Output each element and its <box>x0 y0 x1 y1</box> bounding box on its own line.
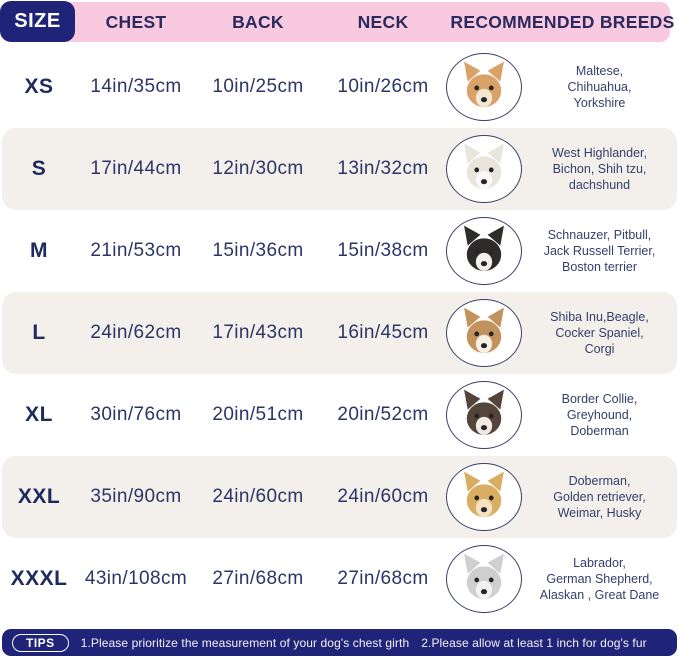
breed-list: West Highlander, Bichon, Shih tzu, dachs… <box>552 145 647 193</box>
size-header-chip: SIZE <box>0 1 75 42</box>
dog-illustration-icon <box>464 61 504 107</box>
dog-illustration-icon <box>464 553 504 599</box>
tip-1: 1.Please prioritize the measurement of y… <box>80 635 410 650</box>
boston-terrier-photo <box>446 217 522 285</box>
back-value: 27in/68cm <box>212 568 304 589</box>
chest-value: 24in/62cm <box>90 322 182 343</box>
dog-illustration-icon <box>464 307 504 353</box>
neck-value: 24in/60cm <box>337 486 429 507</box>
table-row-m: M 21in/53cm 15in/36cm 15in/38cm Schnauze… <box>2 210 677 292</box>
header-back: BACK <box>232 11 284 32</box>
back-value: 24in/60cm <box>212 486 304 507</box>
table-row-l: L 24in/62cm 17in/43cm 16in/45cm Shiba In… <box>2 292 677 374</box>
beagle-photo <box>446 299 522 367</box>
table-row-s: S 17in/44cm 12in/30cm 13in/32cm West Hig… <box>2 128 677 210</box>
breed-list: Maltese, Chihuahua, Yorkshire <box>567 63 632 111</box>
size-label: XS <box>24 75 54 98</box>
bichon-photo <box>446 135 522 203</box>
breed-list: Border Collie, Greyhound, Doberman <box>561 391 638 439</box>
chest-value: 30in/76cm <box>90 404 182 425</box>
dog-illustration-icon <box>464 143 504 189</box>
breed-list: Doberman, Golden retriever, Weimar, Husk… <box>553 473 646 521</box>
back-value: 12in/30cm <box>212 158 304 179</box>
chest-value: 35in/90cm <box>90 486 182 507</box>
golden-retriever-photo <box>446 463 522 531</box>
breed-list: Shiba Inu,Beagle, Cocker Spaniel, Corgi <box>550 309 649 357</box>
table-header: CHEST BACK NECK RECOMMENDED BREEDS SIZE <box>0 0 679 44</box>
great-dane-photo <box>446 545 522 613</box>
size-label: M <box>30 239 48 262</box>
chest-value: 17in/44cm <box>90 158 182 179</box>
neck-value: 16in/45cm <box>337 322 429 343</box>
chest-value: 14in/35cm <box>90 76 182 97</box>
table-row-xl: XL 30in/76cm 20in/51cm 20in/52cm Border … <box>2 374 677 456</box>
size-table: XS 14in/35cm 10in/25cm 10in/26cm Maltese… <box>0 46 679 620</box>
back-value: 15in/36cm <box>212 240 304 261</box>
table-row-xxl: XXL 35in/90cm 24in/60cm 24in/60cm Doberm… <box>2 456 677 538</box>
header-neck: NECK <box>357 11 409 32</box>
neck-value: 10in/26cm <box>337 76 429 97</box>
border-collie-photo <box>446 381 522 449</box>
neck-value: 27in/68cm <box>337 568 429 589</box>
tips-badge: TIPS <box>12 633 69 652</box>
header-breeds: RECOMMENDED BREEDS <box>450 11 675 32</box>
size-label: XXXL <box>10 567 68 590</box>
table-row-xs: XS 14in/35cm 10in/25cm 10in/26cm Maltese… <box>2 46 677 128</box>
table-row-xxxl: XXXL 43in/108cm 27in/68cm 27in/68cm Labr… <box>2 538 677 620</box>
chest-value: 43in/108cm <box>84 568 188 589</box>
dog-illustration-icon <box>464 471 504 517</box>
breed-list: Labrador, German Shepherd, Alaskan , Gre… <box>539 555 660 603</box>
dog-illustration-icon <box>464 225 504 271</box>
neck-value: 20in/52cm <box>337 404 429 425</box>
size-label: XL <box>25 403 53 426</box>
chest-value: 21in/53cm <box>90 240 182 261</box>
neck-value: 15in/38cm <box>337 240 429 261</box>
tips-bar: TIPS 1.Please prioritize the measurement… <box>2 629 677 656</box>
back-value: 17in/43cm <box>212 322 304 343</box>
chihuahua-photo <box>446 53 522 121</box>
size-label: XXL <box>17 485 61 508</box>
back-value: 20in/51cm <box>212 404 304 425</box>
back-value: 10in/25cm <box>212 76 304 97</box>
size-label: S <box>31 157 47 180</box>
tip-2: 2.Please allow at least 1 inch for dog's… <box>421 635 647 650</box>
size-label: L <box>32 321 46 344</box>
neck-value: 13in/32cm <box>337 158 429 179</box>
header-chest: CHEST <box>105 11 167 32</box>
dog-illustration-icon <box>464 389 504 435</box>
header-bar: CHEST BACK NECK RECOMMENDED BREEDS <box>6 2 674 42</box>
breed-list: Schnauzer, Pitbull, Jack Russell Terrier… <box>543 227 656 275</box>
